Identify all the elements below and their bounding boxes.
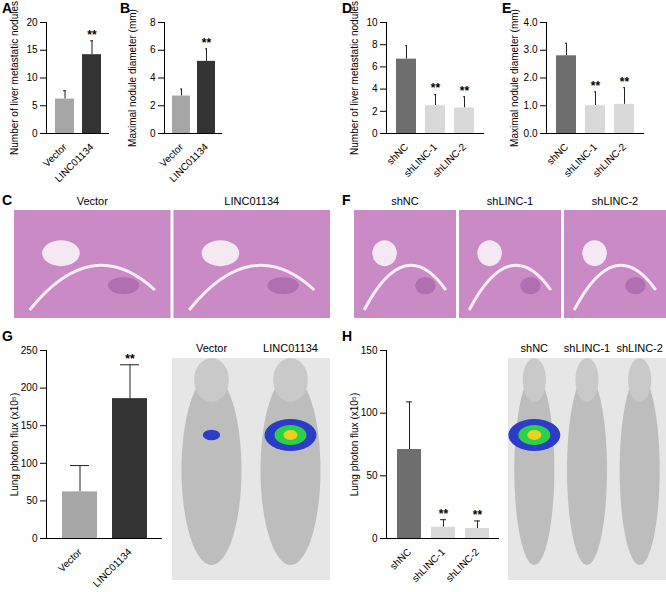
svg-text:shLINC-1: shLINC-1 xyxy=(487,195,533,207)
svg-text:**: ** xyxy=(202,36,212,50)
svg-text:shLINC-2: shLINC-2 xyxy=(616,342,662,354)
svg-text:**: ** xyxy=(591,79,601,93)
svg-text:shNC: shNC xyxy=(388,546,413,571)
svg-text:shLINC-2: shLINC-2 xyxy=(431,141,469,179)
svg-text:**: ** xyxy=(473,508,483,522)
svg-text:shNC: shNC xyxy=(545,141,570,166)
svg-text:150: 150 xyxy=(21,420,38,431)
svg-text:5: 5 xyxy=(32,100,38,111)
svg-text:1.0: 1.0 xyxy=(524,100,538,111)
svg-text:shNC: shNC xyxy=(385,141,410,166)
svg-text:150: 150 xyxy=(361,345,378,356)
svg-text:Maximal nodule diameter (mm): Maximal nodule diameter (mm) xyxy=(127,9,138,147)
svg-text:shLINC-1: shLINC-1 xyxy=(410,546,448,584)
svg-text:LINC01134: LINC01134 xyxy=(91,546,134,589)
svg-text:shLINC-2: shLINC-2 xyxy=(592,195,638,207)
svg-text:Vector: Vector xyxy=(56,546,84,574)
svg-text:0: 0 xyxy=(32,533,38,544)
svg-text:50: 50 xyxy=(26,495,38,506)
svg-text:LINC01134: LINC01134 xyxy=(53,141,96,184)
svg-text:20: 20 xyxy=(26,17,38,28)
svg-text:Vector: Vector xyxy=(196,342,228,354)
svg-text:50: 50 xyxy=(366,470,378,481)
svg-text:0: 0 xyxy=(32,128,38,139)
svg-text:4.0: 4.0 xyxy=(524,17,538,28)
svg-text:8: 8 xyxy=(150,17,156,28)
svg-text:0: 0 xyxy=(372,128,378,139)
svg-text:100: 100 xyxy=(21,458,38,469)
svg-text:LINC01134: LINC01134 xyxy=(167,141,210,184)
svg-text:**: ** xyxy=(620,75,630,89)
svg-text:2: 2 xyxy=(372,106,378,117)
svg-text:**: ** xyxy=(460,84,470,98)
svg-text:200: 200 xyxy=(21,382,38,393)
svg-text:10: 10 xyxy=(366,17,378,28)
svg-text:**: ** xyxy=(87,28,97,42)
svg-text:LINC01134: LINC01134 xyxy=(224,195,279,207)
svg-text:shLINC-1: shLINC-1 xyxy=(564,342,610,354)
svg-text:Lung photon flux (x10⁵): Lung photon flux (x10⁵) xyxy=(349,393,360,497)
svg-text:100: 100 xyxy=(361,407,378,418)
svg-text:**: ** xyxy=(125,352,135,366)
svg-text:0.0: 0.0 xyxy=(524,128,538,139)
svg-text:4: 4 xyxy=(372,83,378,94)
svg-text:**: ** xyxy=(439,507,449,521)
svg-text:Maximal nodule diameter (mm): Maximal nodule diameter (mm) xyxy=(509,9,520,147)
svg-text:250: 250 xyxy=(21,345,38,356)
svg-text:2: 2 xyxy=(150,100,156,111)
svg-text:Vector: Vector xyxy=(77,195,109,207)
svg-text:2.0: 2.0 xyxy=(524,72,538,83)
svg-text:Number of liver metastatic nod: Number of liver metastatic nodules xyxy=(349,1,360,155)
svg-text:Lung photon flux (x10⁵): Lung photon flux (x10⁵) xyxy=(9,393,20,497)
svg-text:shNC: shNC xyxy=(391,195,419,207)
svg-text:shLINC-2: shLINC-2 xyxy=(591,141,629,179)
svg-text:8: 8 xyxy=(372,39,378,50)
svg-text:shNC: shNC xyxy=(521,342,549,354)
svg-text:10: 10 xyxy=(26,72,38,83)
svg-text:Number of liver metastatic nod: Number of liver metastatic nodules xyxy=(9,1,20,155)
svg-text:3.0: 3.0 xyxy=(524,44,538,55)
svg-text:**: ** xyxy=(431,81,441,95)
svg-text:6: 6 xyxy=(150,44,156,55)
svg-text:0: 0 xyxy=(372,533,378,544)
svg-text:15: 15 xyxy=(26,44,38,55)
svg-text:6: 6 xyxy=(372,61,378,72)
svg-text:4: 4 xyxy=(150,72,156,83)
svg-text:shLINC-2: shLINC-2 xyxy=(444,546,482,584)
svg-text:0: 0 xyxy=(150,128,156,139)
svg-text:LINC01134: LINC01134 xyxy=(263,342,318,354)
